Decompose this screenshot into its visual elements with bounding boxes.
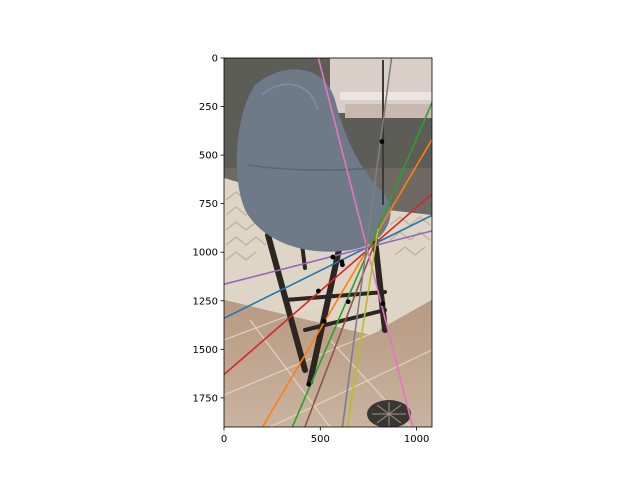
y-tick-label: 750 — [199, 199, 218, 210]
x-tick-label: 500 — [311, 434, 330, 445]
data-point-6 — [345, 299, 351, 305]
scatter-points — [306, 139, 386, 387]
data-point-2 — [330, 254, 336, 260]
axes-frame — [223, 57, 433, 428]
series-line-5 — [224, 230, 432, 286]
data-point-4 — [340, 262, 345, 268]
y-tick-label: 1500 — [193, 345, 218, 356]
data-point-5 — [315, 288, 321, 294]
floor-drain — [367, 400, 411, 427]
series-line-9 — [346, 228, 379, 427]
series-line-7 — [317, 58, 414, 427]
x-axis: 0 500 1000 — [221, 427, 429, 445]
series-line-1 — [224, 214, 432, 319]
x-tick-label: 0 — [221, 434, 227, 445]
series-lines — [224, 58, 432, 427]
y-tick-label: 0 — [212, 54, 218, 65]
y-tick-label: 1250 — [193, 296, 218, 307]
data-point-7 — [380, 301, 386, 307]
x-tick-label: 1000 — [404, 434, 429, 445]
photo-background — [224, 58, 432, 427]
series-line-8 — [341, 58, 393, 427]
y-axis: 0 250 500 750 1000 1250 1500 1750 — [193, 54, 224, 404]
stool-seat — [236, 69, 391, 252]
y-tick-label: 1750 — [193, 393, 218, 404]
series-line-3 — [291, 102, 432, 427]
data-point-1 — [379, 139, 385, 144]
y-tick-label: 500 — [199, 151, 218, 162]
data-point-8 — [321, 318, 327, 324]
series-line-2 — [261, 139, 432, 427]
series-line-4 — [224, 193, 432, 376]
y-tick-label: 1000 — [193, 248, 218, 259]
data-point-9 — [306, 381, 312, 387]
y-tick-label: 250 — [199, 102, 218, 113]
